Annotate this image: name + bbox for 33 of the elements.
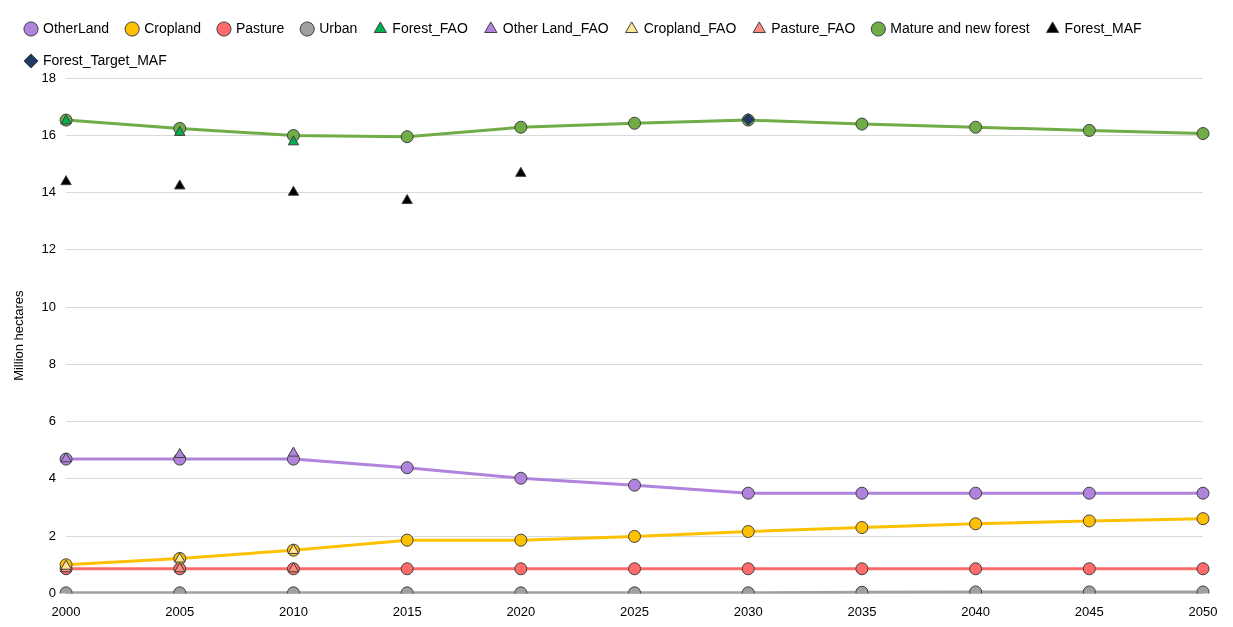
legend-label: Other Land_FAO: [502, 19, 609, 36]
x-tick-label: 2040: [961, 603, 991, 619]
legend-label: Forest_Target_MAF: [43, 51, 167, 68]
legend-label: Cropland: [144, 19, 201, 36]
y-tick-label: 8: [48, 355, 57, 371]
y-tick-label: 6: [48, 413, 57, 429]
y-tick-label: 0: [48, 584, 57, 600]
y-axis-title: Million hectares: [11, 290, 27, 381]
x-tick-label: 2045: [1074, 603, 1104, 619]
y-tick-label: 14: [41, 184, 57, 200]
legend-label: Pasture: [235, 19, 285, 36]
legend-label: Forest_MAF: [1064, 19, 1142, 36]
x-tick-label: 2030: [733, 603, 763, 619]
x-tick-label: 2050: [1188, 603, 1218, 619]
x-tick-label: 2025: [620, 603, 649, 619]
legend-label: Forest_FAO: [392, 19, 468, 36]
legend-label: Mature and new forest: [890, 19, 1030, 36]
x-tick-label: 2015: [392, 603, 422, 619]
legend-label: Pasture_FAO: [771, 19, 856, 36]
y-tick-label: 2: [48, 527, 57, 543]
y-tick-label: 10: [41, 298, 57, 314]
x-tick-label: 2020: [506, 603, 536, 619]
legend-label: Cropland_FAO: [643, 19, 737, 36]
x-tick-label: 2010: [278, 603, 308, 619]
x-tick-label: 2035: [847, 603, 877, 619]
legend-label: Urban: [319, 19, 358, 36]
legend-label: OtherLand: [43, 19, 110, 36]
y-tick-label: 4: [48, 470, 57, 486]
y-tick-label: 18: [41, 69, 57, 85]
y-tick-label: 12: [41, 241, 57, 257]
x-tick-label: 2000: [51, 603, 81, 619]
y-tick-label: 16: [41, 126, 57, 142]
x-tick-label: 2005: [165, 603, 195, 619]
